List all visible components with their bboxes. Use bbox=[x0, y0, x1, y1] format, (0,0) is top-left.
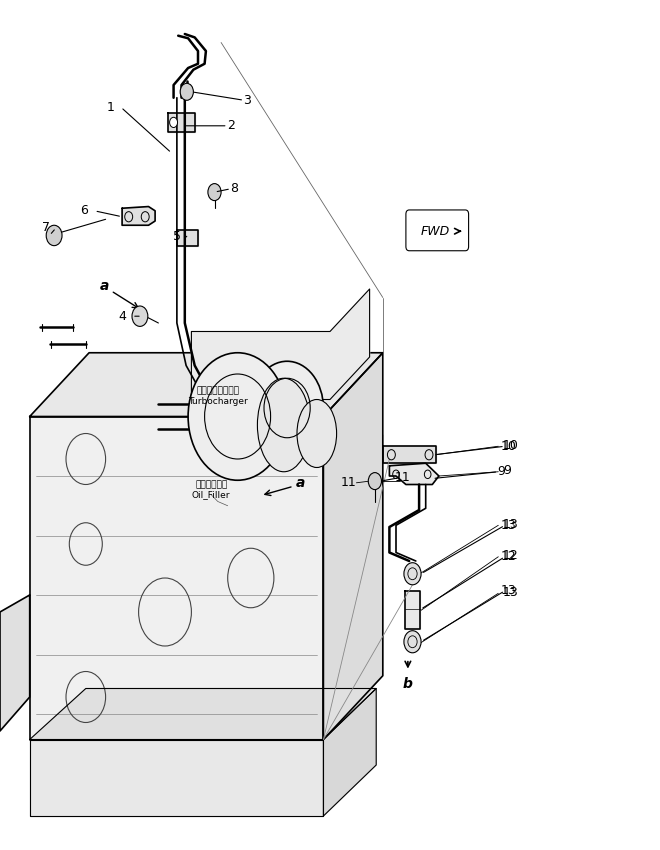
Circle shape bbox=[188, 353, 287, 480]
Text: Oil_Filler: Oil_Filler bbox=[192, 490, 230, 499]
Polygon shape bbox=[0, 595, 30, 731]
Text: 6: 6 bbox=[81, 204, 88, 218]
Text: 13: 13 bbox=[500, 584, 516, 598]
Polygon shape bbox=[389, 463, 439, 484]
Polygon shape bbox=[405, 591, 420, 629]
Text: 13: 13 bbox=[500, 518, 516, 532]
Circle shape bbox=[46, 225, 62, 246]
Text: 5: 5 bbox=[173, 230, 181, 243]
Circle shape bbox=[251, 361, 323, 455]
Text: 13: 13 bbox=[503, 586, 519, 599]
Text: 9: 9 bbox=[498, 465, 506, 479]
Polygon shape bbox=[30, 353, 383, 416]
Polygon shape bbox=[122, 207, 155, 225]
Text: 8: 8 bbox=[230, 182, 238, 196]
Text: 12: 12 bbox=[500, 550, 516, 564]
Text: 10: 10 bbox=[500, 439, 516, 453]
Text: 9: 9 bbox=[503, 464, 511, 478]
Circle shape bbox=[404, 631, 421, 653]
Polygon shape bbox=[177, 230, 198, 246]
Polygon shape bbox=[383, 446, 436, 463]
Polygon shape bbox=[323, 353, 383, 740]
Polygon shape bbox=[168, 113, 195, 132]
Text: FWD: FWD bbox=[421, 224, 450, 238]
Circle shape bbox=[404, 563, 421, 585]
Text: 2: 2 bbox=[227, 119, 235, 133]
Text: 3: 3 bbox=[244, 94, 251, 107]
Text: b: b bbox=[403, 677, 412, 691]
Text: Turbocharger: Turbocharger bbox=[188, 397, 248, 405]
Text: b: b bbox=[225, 431, 234, 445]
Text: a: a bbox=[296, 476, 305, 490]
Polygon shape bbox=[30, 688, 376, 740]
FancyBboxPatch shape bbox=[406, 210, 469, 251]
Polygon shape bbox=[191, 289, 370, 399]
Text: 7: 7 bbox=[42, 221, 50, 235]
Text: 1: 1 bbox=[107, 100, 115, 114]
Ellipse shape bbox=[257, 378, 310, 472]
Circle shape bbox=[368, 473, 381, 490]
Text: 11: 11 bbox=[395, 471, 411, 484]
Polygon shape bbox=[30, 740, 323, 816]
Circle shape bbox=[208, 184, 221, 201]
Text: 13: 13 bbox=[503, 518, 519, 531]
Text: オイルフィラ: オイルフィラ bbox=[195, 480, 227, 489]
Text: a: a bbox=[100, 279, 109, 292]
Text: 11: 11 bbox=[341, 476, 356, 490]
Circle shape bbox=[170, 117, 178, 128]
Text: 12: 12 bbox=[503, 549, 519, 563]
Polygon shape bbox=[30, 416, 323, 740]
Circle shape bbox=[180, 83, 193, 100]
Circle shape bbox=[132, 306, 148, 326]
Text: 10: 10 bbox=[503, 439, 519, 452]
Text: ターボチャージャ: ターボチャージャ bbox=[196, 387, 240, 395]
Text: 4: 4 bbox=[118, 309, 126, 323]
Ellipse shape bbox=[297, 400, 337, 468]
Polygon shape bbox=[323, 688, 376, 816]
